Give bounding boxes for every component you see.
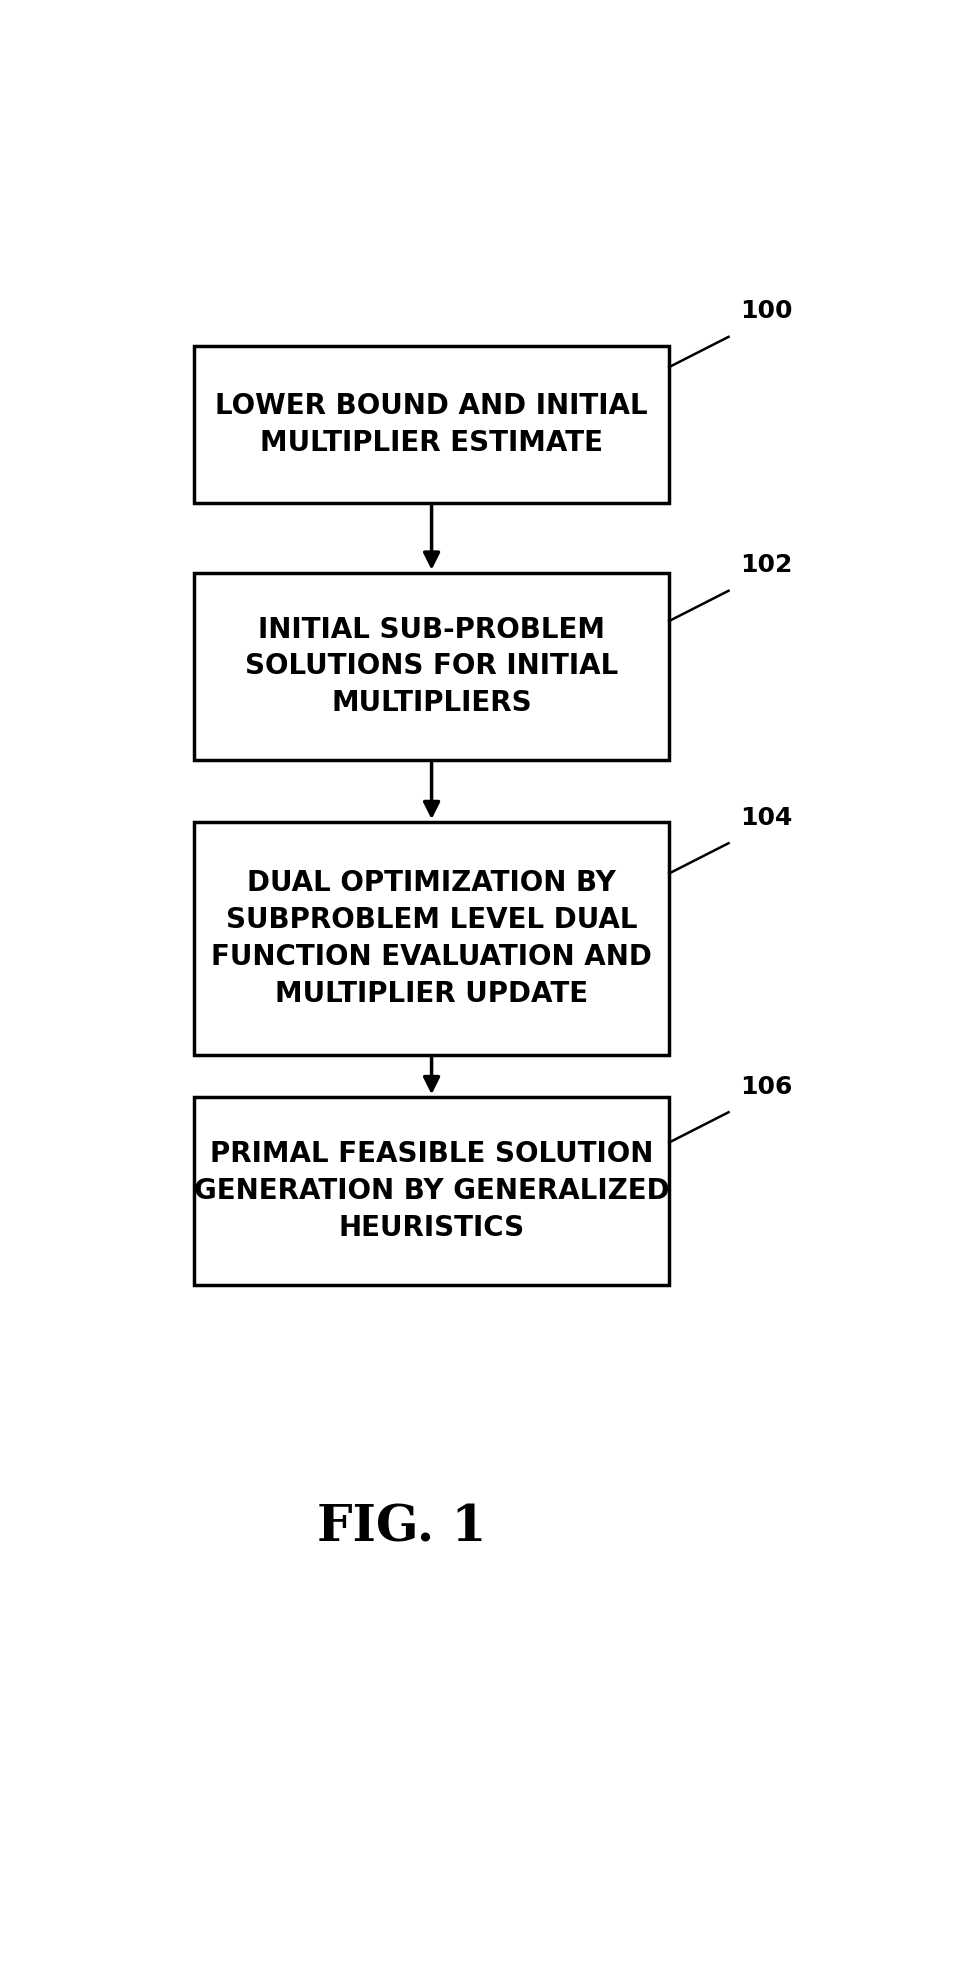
Text: PRIMAL FEASIBLE SOLUTION
GENERATION BY GENERALIZED
HEURISTICS: PRIMAL FEASIBLE SOLUTION GENERATION BY G… xyxy=(194,1141,670,1243)
Text: FIG. 1: FIG. 1 xyxy=(317,1504,487,1553)
Text: 100: 100 xyxy=(740,298,792,324)
Bar xyxy=(194,1097,669,1284)
Text: INITIAL SUB-PROBLEM
SOLUTIONS FOR INITIAL
MULTIPLIERS: INITIAL SUB-PROBLEM SOLUTIONS FOR INITIA… xyxy=(245,616,618,716)
Bar xyxy=(194,573,669,760)
Text: DUAL OPTIMIZATION BY
SUBPROBLEM LEVEL DUAL
FUNCTION EVALUATION AND
MULTIPLIER UP: DUAL OPTIMIZATION BY SUBPROBLEM LEVEL DU… xyxy=(211,870,652,1007)
Bar xyxy=(194,345,669,503)
Text: LOWER BOUND AND INITIAL
MULTIPLIER ESTIMATE: LOWER BOUND AND INITIAL MULTIPLIER ESTIM… xyxy=(216,393,648,457)
Text: 102: 102 xyxy=(740,554,792,577)
Bar xyxy=(194,822,669,1054)
Text: 106: 106 xyxy=(740,1074,792,1099)
Text: 104: 104 xyxy=(740,805,792,830)
